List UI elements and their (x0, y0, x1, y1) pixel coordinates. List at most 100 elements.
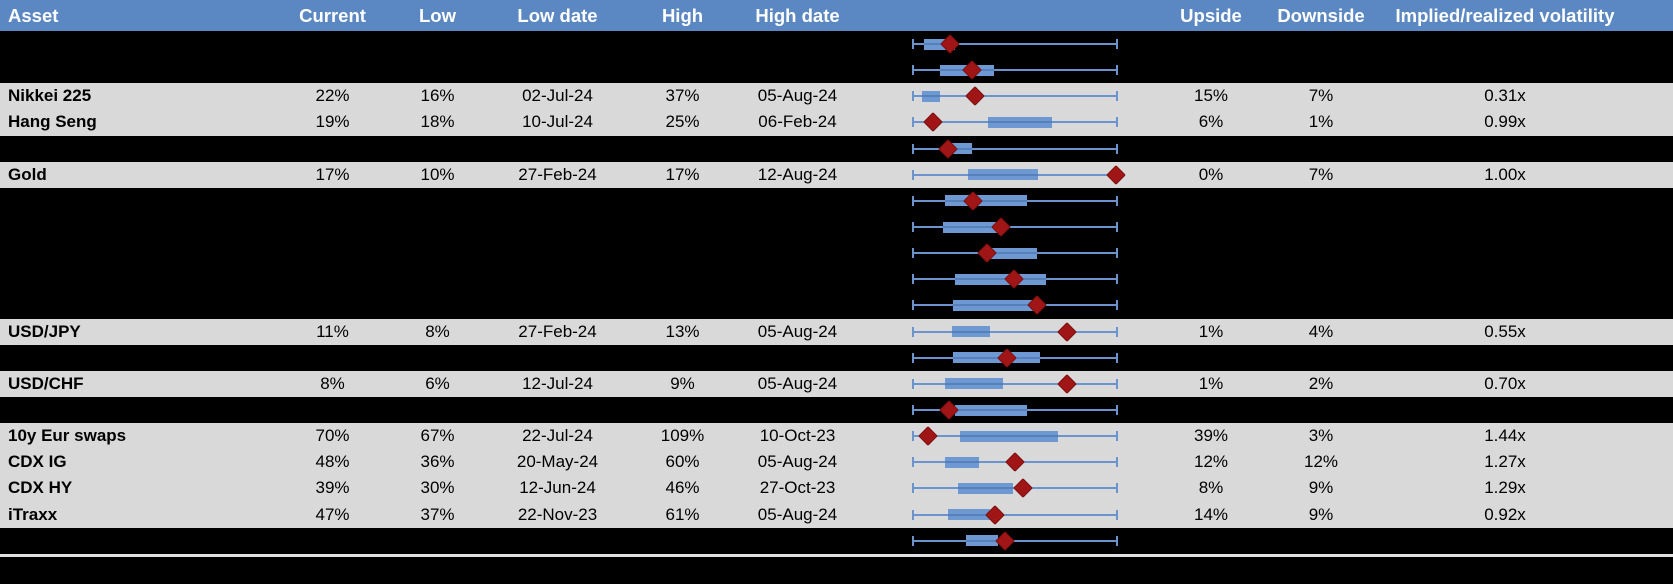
high-cell: 109% (660, 426, 705, 446)
range-plot (912, 240, 1118, 266)
asset-name-cell: Gold (8, 164, 47, 184)
range-plot (912, 162, 1126, 188)
whisker-cap-left (912, 535, 914, 546)
high-date-cell: 12-Aug-24 (757, 164, 838, 184)
header-row: Asset Current Low Low date High High dat… (0, 0, 1673, 31)
chart-only-row (0, 187, 1673, 214)
whisker-cap-left (912, 483, 914, 494)
implied-realized-vol-cell: 0.31x (1484, 86, 1526, 106)
implied-realized-vol-cell: 0.92x (1484, 504, 1526, 524)
header-high-date: High date (755, 4, 840, 26)
diamond-marker-icon (990, 217, 1011, 237)
range-box (955, 273, 1047, 285)
diamond-marker-icon (1012, 478, 1033, 499)
range-plot (912, 502, 1118, 528)
range-plot (912, 57, 1118, 83)
asset-row: USD/CHF 8% 6% 12-Jul-24 9% 05-Aug-24 1% … (0, 370, 1673, 397)
high-date-cell: 05-Aug-24 (757, 321, 838, 341)
range-whisker (913, 330, 1117, 333)
whisker-cap-right (1116, 483, 1118, 494)
high-date-cell: 05-Aug-24 (757, 452, 838, 472)
asset-row: CDX HY 39% 30% 12-Jun-24 46% 27-Oct-23 8… (0, 475, 1673, 502)
chart-only-row (0, 31, 1673, 58)
asset-row: Hang Seng 19% 18% 10-Jul-24 25% 06-Feb-2… (0, 109, 1673, 136)
downside-cell: 1% (1308, 112, 1334, 132)
asset-row: USD/JPY 11% 8% 27-Feb-24 13% 05-Aug-24 1… (0, 318, 1673, 345)
asset-name-cell: Nikkei 225 (8, 86, 92, 106)
range-plot-cell (855, 423, 1160, 449)
diamond-marker-icon (962, 60, 983, 81)
whisker-cap-right (1116, 405, 1118, 416)
whisker-cap-left (912, 405, 914, 416)
diamond-marker-icon (1057, 373, 1078, 394)
chart-only-row (0, 57, 1673, 84)
range-box (951, 326, 991, 338)
whisker-cap-left (912, 326, 914, 337)
range-plot-cell (855, 109, 1160, 135)
asset-row: Gold 17% 10% 27-Feb-24 17% 12-Aug-24 0% … (0, 161, 1673, 188)
chart-only-row (0, 292, 1673, 319)
high-cell: 37% (665, 86, 700, 106)
header-asset: Asset (8, 4, 59, 26)
high-date-cell: 05-Aug-24 (757, 86, 838, 106)
header-downside: Downside (1277, 4, 1365, 26)
range-plot-cell (855, 449, 1160, 475)
implied-realized-vol-cell: 0.70x (1484, 373, 1526, 393)
upside-cell: 1% (1198, 373, 1224, 393)
range-plot-cell (855, 502, 1160, 528)
range-plot-cell (855, 266, 1160, 292)
diamond-marker-icon (1057, 321, 1078, 342)
upside-cell: 39% (1193, 426, 1229, 446)
range-plot (912, 83, 1118, 109)
whisker-cap-right (1116, 143, 1118, 154)
high-cell: 60% (665, 452, 700, 472)
implied-realized-vol-cell: 1.44x (1484, 426, 1526, 446)
high-cell: 9% (670, 373, 695, 393)
low-date-cell: 20-May-24 (516, 452, 599, 472)
low-date-cell: 27-Feb-24 (518, 164, 597, 184)
chart-only-row (0, 266, 1673, 293)
range-box (942, 221, 997, 233)
low-cell: 18% (420, 112, 455, 132)
whisker-cap-right (1116, 431, 1118, 442)
downside-cell: 7% (1308, 86, 1334, 106)
whisker-cap-left (912, 457, 914, 468)
low-cell: 67% (420, 426, 455, 446)
downside-cell: 9% (1308, 478, 1334, 498)
whisker-cap-left (912, 378, 914, 389)
diamond-marker-icon (939, 34, 960, 54)
range-plot-cell (855, 188, 1160, 214)
asset-row: CDX IG 48% 36% 20-May-24 60% 05-Aug-24 1… (0, 449, 1673, 476)
range-box (945, 378, 1004, 390)
range-plot (912, 528, 1118, 554)
chart-only-row (0, 344, 1673, 371)
high-date-cell: 05-Aug-24 (757, 504, 838, 524)
range-whisker (913, 43, 1117, 46)
range-plot (912, 266, 1118, 292)
range-plot-cell (855, 31, 1160, 57)
whisker-cap-right (1116, 65, 1118, 76)
low-date-cell: 22-Jul-24 (522, 426, 593, 446)
high-date-cell: 10-Oct-23 (759, 426, 836, 446)
whisker-cap-right (1116, 352, 1118, 363)
low-cell: 8% (425, 321, 450, 341)
whisker-cap-right (1116, 195, 1118, 206)
header-implied-realized-volatility: Implied/realized volatility (1395, 4, 1615, 26)
implied-realized-vol-cell: 1.29x (1484, 478, 1526, 498)
range-plot-cell (855, 240, 1160, 266)
header-upside: Upside (1180, 4, 1242, 26)
downside-cell: 9% (1308, 504, 1334, 524)
implied-realized-vol-cell: 0.99x (1484, 112, 1526, 132)
diamond-marker-icon (963, 191, 983, 211)
low-cell: 30% (420, 478, 455, 498)
implied-realized-vol-cell: 1.00x (1484, 164, 1526, 184)
asset-row: iTraxx 47% 37% 22-Nov-23 61% 05-Aug-24 1… (0, 501, 1673, 528)
chart-only-row (0, 240, 1673, 267)
range-plot (912, 397, 1118, 423)
high-date-cell: 05-Aug-24 (757, 373, 838, 393)
range-whisker (913, 147, 1117, 150)
implied-volatility-table: Asset Current Low Low date High High dat… (0, 0, 1673, 557)
low-cell: 10% (420, 164, 455, 184)
upside-cell: 14% (1193, 504, 1229, 524)
header-chart-spacer (855, 0, 1160, 31)
